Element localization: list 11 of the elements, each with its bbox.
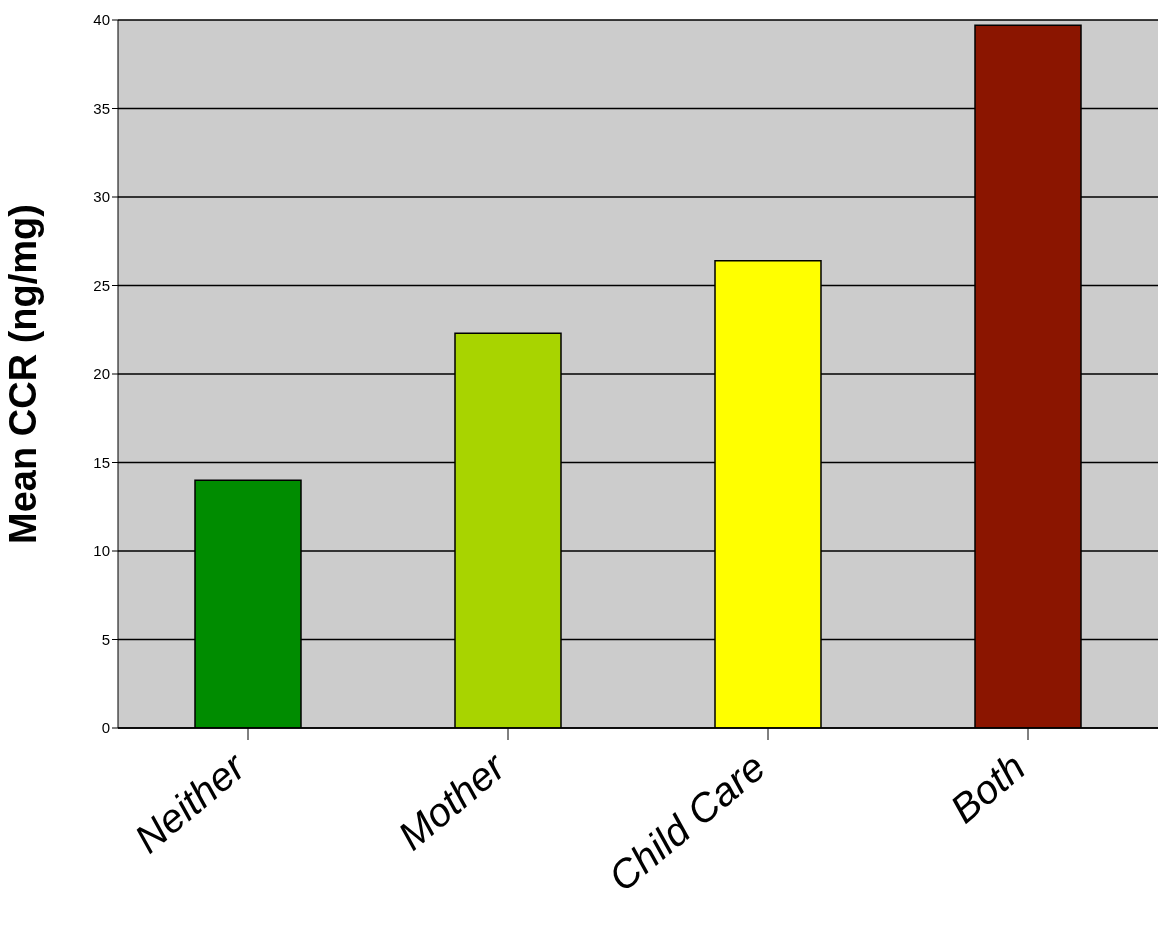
y-tick-label: 40 [93, 11, 110, 29]
y-tick-label: 0 [101, 719, 110, 737]
y-tick-label: 25 [93, 276, 110, 294]
y-tick-label: 5 [101, 630, 110, 648]
x-tick-label: Both [941, 744, 1034, 832]
y-axis-title: Mean CCR (ng/mg) [2, 204, 45, 544]
y-tick-label: 15 [93, 453, 110, 471]
y-tick-label: 35 [93, 99, 110, 117]
y-tick-label: 30 [93, 188, 110, 206]
y-tick-label: 10 [93, 542, 110, 560]
y-tick-label: 20 [93, 365, 110, 383]
